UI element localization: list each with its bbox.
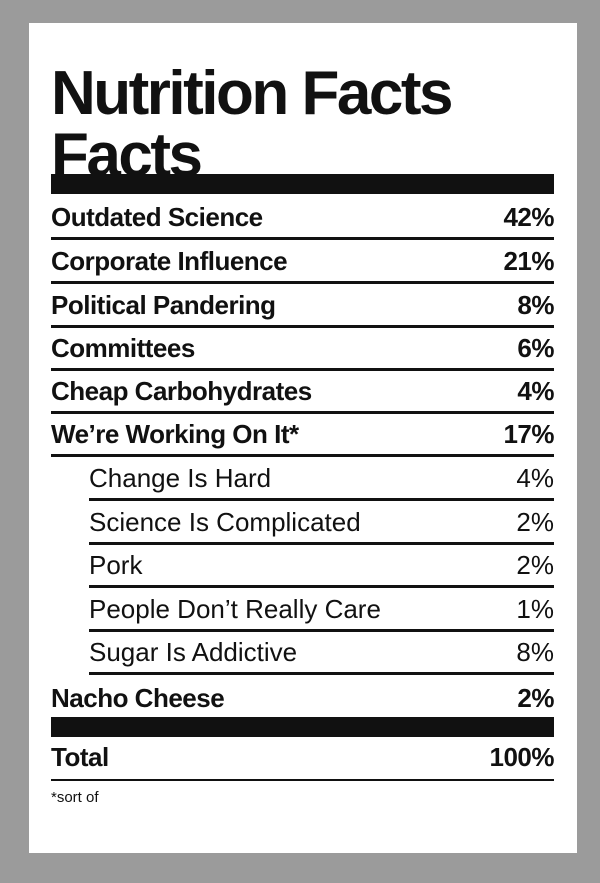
- row-percent: 6%: [517, 333, 554, 363]
- row-percent: 4%: [516, 463, 554, 493]
- row-outdated-science: Outdated Science 42%: [51, 197, 554, 240]
- title-line-1: Nutrition Facts: [51, 59, 453, 128]
- row-name: Change Is Hard: [89, 463, 272, 493]
- row-name: Committees: [51, 333, 195, 363]
- top-divider-bar: [51, 174, 554, 194]
- row-committees: Committees 6%: [51, 328, 554, 371]
- subrow-change-is-hard: Change Is Hard 4%: [89, 458, 554, 501]
- row-percent: 4%: [517, 376, 554, 406]
- row-name: Nacho Cheese: [51, 682, 225, 713]
- row-name: Political Pandering: [51, 290, 276, 320]
- row-cheap-carbohydrates: Cheap Carbohydrates 4%: [51, 371, 554, 414]
- bottom-divider-bar: [51, 717, 554, 737]
- subrow-people-dont-care: People Don’t Really Care 1%: [89, 589, 554, 632]
- row-percent: 42%: [503, 202, 554, 232]
- row-percent: 17%: [503, 419, 554, 449]
- row-nacho-cheese: Nacho Cheese 2%: [51, 676, 554, 719]
- row-name: Cheap Carbohydrates: [51, 376, 312, 406]
- subrow-pork: Pork 2%: [89, 545, 554, 588]
- row-percent: 2%: [517, 682, 554, 713]
- row-percent: 2%: [516, 550, 554, 580]
- row-percent: 1%: [516, 594, 554, 624]
- label-title: Nutrition Facts Facts: [51, 59, 453, 187]
- nutrition-label: Nutrition Facts Facts Outdated Science 4…: [29, 23, 577, 853]
- row-corporate-influence: Corporate Influence 21%: [51, 241, 554, 284]
- total-percent: 100%: [489, 742, 555, 772]
- row-name: We’re Working On It*: [51, 419, 299, 449]
- footnote: *sort of: [51, 789, 99, 806]
- row-name: Outdated Science: [51, 202, 263, 232]
- row-percent: 8%: [517, 290, 554, 320]
- total-label: Total: [51, 742, 109, 772]
- subrow-sugar-is-addictive: Sugar Is Addictive 8%: [89, 632, 554, 675]
- row-percent: 21%: [503, 246, 554, 276]
- row-name: Pork: [89, 550, 143, 580]
- row-name: Science Is Complicated: [89, 507, 361, 537]
- row-name: Corporate Influence: [51, 246, 288, 276]
- row-working-on-it: We’re Working On It* 17%: [51, 414, 554, 457]
- row-total: Total 100%: [51, 735, 554, 781]
- subrow-science-is-complicated: Science Is Complicated 2%: [89, 502, 554, 545]
- row-name: People Don’t Really Care: [89, 594, 381, 624]
- row-percent: 2%: [516, 507, 554, 537]
- row-percent: 8%: [516, 637, 554, 667]
- row-name: Sugar Is Addictive: [89, 637, 298, 667]
- row-political-pandering: Political Pandering 8%: [51, 285, 554, 328]
